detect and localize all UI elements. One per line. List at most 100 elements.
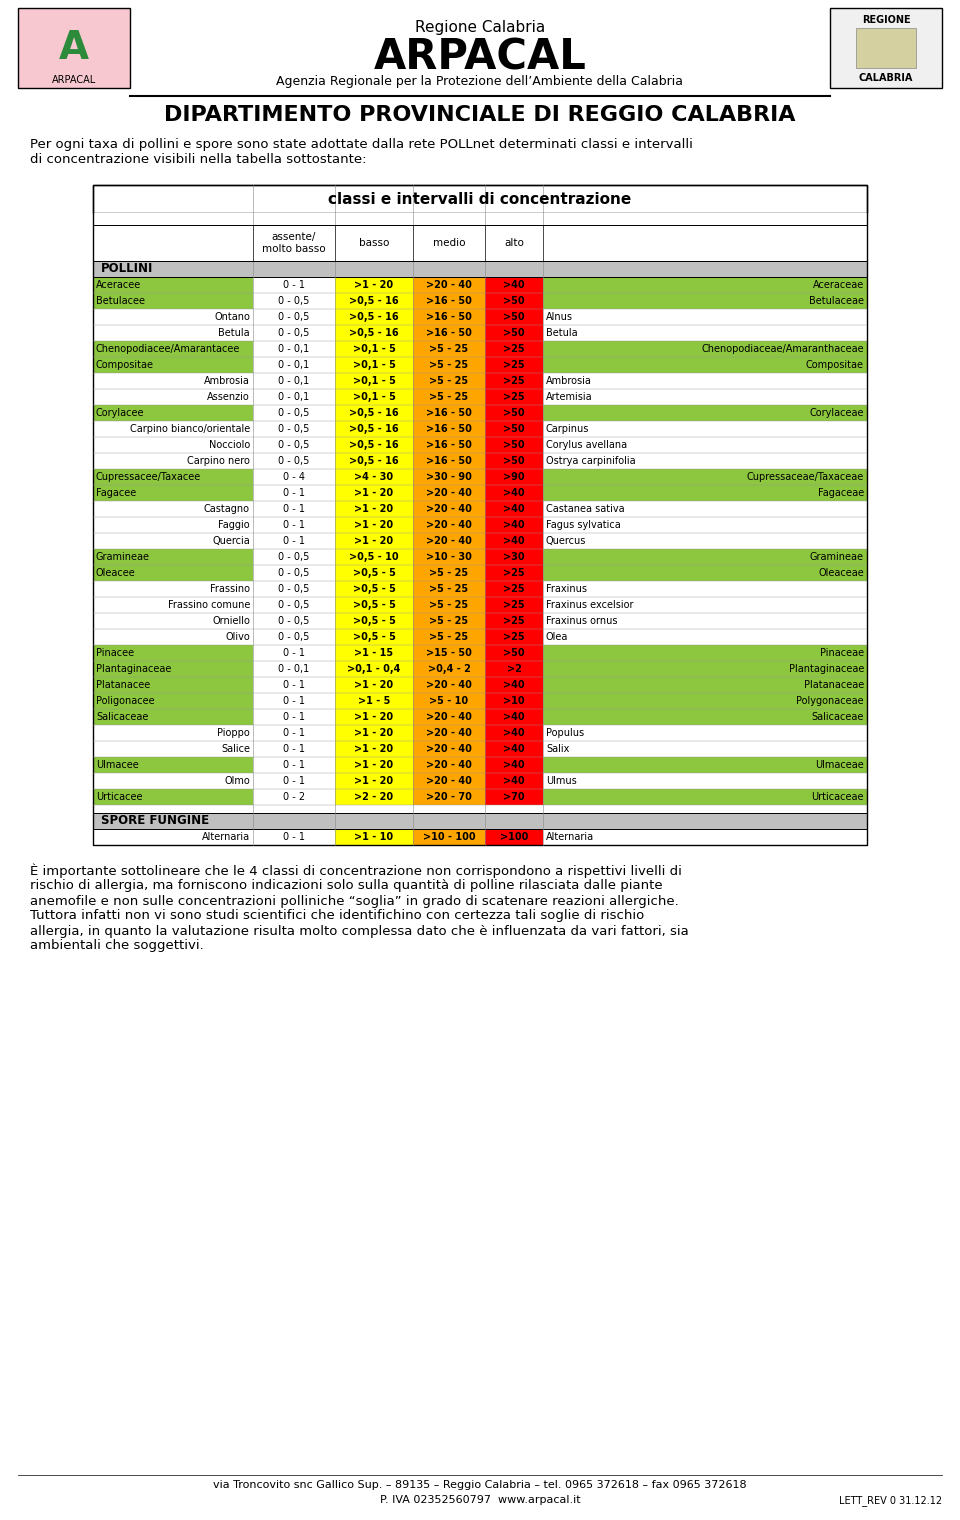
Bar <box>397 225 469 261</box>
Text: >1 - 20: >1 - 20 <box>354 280 394 290</box>
Text: >70: >70 <box>503 792 525 803</box>
Text: >1 - 15: >1 - 15 <box>354 648 394 658</box>
Bar <box>485 828 543 845</box>
Text: Ostrya carpinifolia: Ostrya carpinifolia <box>546 456 636 467</box>
Bar <box>253 742 335 757</box>
Text: Olmo: Olmo <box>225 777 250 786</box>
Bar <box>253 644 335 661</box>
Bar <box>485 225 543 261</box>
Text: Betula: Betula <box>546 328 578 337</box>
Text: classi e intervalli di concentrazione: classi e intervalli di concentrazione <box>328 192 632 207</box>
Text: >16 - 50: >16 - 50 <box>426 439 472 450</box>
Bar <box>93 293 867 309</box>
Text: >5 - 25: >5 - 25 <box>429 568 468 578</box>
Bar <box>253 581 335 597</box>
Text: >1 - 20: >1 - 20 <box>354 760 394 771</box>
Text: 0 - 0,1: 0 - 0,1 <box>278 375 310 386</box>
Text: Cupressacee/Taxacee: Cupressacee/Taxacee <box>96 473 202 482</box>
Bar <box>335 757 413 774</box>
Text: >0,5 - 5: >0,5 - 5 <box>352 584 396 594</box>
Bar <box>485 325 543 340</box>
Bar <box>93 185 867 213</box>
Bar <box>93 629 867 644</box>
Text: REGIONE: REGIONE <box>862 15 910 24</box>
Text: >20 - 40: >20 - 40 <box>426 520 472 530</box>
Text: Fagaceae: Fagaceae <box>818 488 864 499</box>
Bar <box>93 470 867 485</box>
Bar <box>253 725 335 742</box>
Bar <box>93 485 867 502</box>
Text: Carpinus: Carpinus <box>546 424 589 435</box>
Bar <box>485 725 543 742</box>
Text: 0 - 0,5: 0 - 0,5 <box>278 439 310 450</box>
Text: Fraxinus excelsior: Fraxinus excelsior <box>546 600 634 610</box>
Text: 0 - 0,5: 0 - 0,5 <box>278 328 310 337</box>
Bar <box>427 225 485 261</box>
Bar <box>335 534 413 549</box>
Bar <box>413 404 485 421</box>
Bar <box>93 517 867 534</box>
Text: 0 - 1: 0 - 1 <box>283 280 305 290</box>
Bar <box>93 357 867 372</box>
Text: >90: >90 <box>503 473 525 482</box>
Text: Carpino bianco/orientale: Carpino bianco/orientale <box>130 424 250 435</box>
Text: Nocciolo: Nocciolo <box>208 439 250 450</box>
Text: >0,5 - 5: >0,5 - 5 <box>352 600 396 610</box>
Bar <box>335 485 413 502</box>
Bar <box>413 517 485 534</box>
Bar <box>830 8 942 88</box>
Bar <box>93 565 867 581</box>
Bar <box>413 534 485 549</box>
Bar <box>485 565 543 581</box>
Bar <box>413 565 485 581</box>
Bar <box>413 485 485 502</box>
Text: >0,5 - 16: >0,5 - 16 <box>349 456 398 467</box>
Bar <box>485 438 543 453</box>
Bar <box>253 277 335 293</box>
Text: 0 - 1: 0 - 1 <box>283 831 305 842</box>
Bar <box>413 309 485 325</box>
Text: 0 - 0,1: 0 - 0,1 <box>278 664 310 673</box>
Text: >1 - 20: >1 - 20 <box>354 679 394 690</box>
Bar <box>335 325 413 340</box>
Text: 0 - 1: 0 - 1 <box>283 648 305 658</box>
Bar <box>93 676 867 693</box>
Text: Ontano: Ontano <box>214 312 250 322</box>
Text: >0,1 - 5: >0,1 - 5 <box>352 344 396 354</box>
Bar <box>485 693 543 708</box>
Bar <box>335 693 413 708</box>
Bar <box>253 789 335 806</box>
Bar <box>413 421 485 438</box>
Bar <box>335 742 413 757</box>
Text: >16 - 50: >16 - 50 <box>426 456 472 467</box>
Text: >0,5 - 16: >0,5 - 16 <box>349 312 398 322</box>
Text: >20 - 40: >20 - 40 <box>426 743 472 754</box>
Text: Quercia: Quercia <box>212 537 250 546</box>
Bar <box>485 277 543 293</box>
Bar <box>413 340 485 357</box>
Bar <box>485 757 543 774</box>
Text: >1 - 20: >1 - 20 <box>354 537 394 546</box>
Text: 0 - 0,5: 0 - 0,5 <box>278 584 310 594</box>
Text: Urticaceae: Urticaceae <box>811 792 864 803</box>
Bar <box>93 261 867 277</box>
Text: >15 - 50: >15 - 50 <box>426 648 472 658</box>
Bar <box>413 438 485 453</box>
Bar <box>93 372 867 389</box>
Bar <box>485 404 543 421</box>
Bar <box>253 485 335 502</box>
Text: >5 - 25: >5 - 25 <box>429 616 468 626</box>
Text: >5 - 25: >5 - 25 <box>429 344 468 354</box>
Bar <box>413 372 485 389</box>
Text: >100: >100 <box>500 831 528 842</box>
Bar <box>485 372 543 389</box>
Text: Platanaceae: Platanaceae <box>804 679 864 690</box>
Text: 0 - 0,1: 0 - 0,1 <box>278 392 310 401</box>
Bar <box>253 389 335 404</box>
Text: >5 - 10: >5 - 10 <box>429 696 468 705</box>
Text: Faggio: Faggio <box>218 520 250 530</box>
Text: >0,5 - 5: >0,5 - 5 <box>352 632 396 641</box>
Text: LETT_REV 0 31.12.12: LETT_REV 0 31.12.12 <box>839 1496 942 1506</box>
Text: >1 - 20: >1 - 20 <box>354 488 394 499</box>
Bar <box>93 277 867 293</box>
